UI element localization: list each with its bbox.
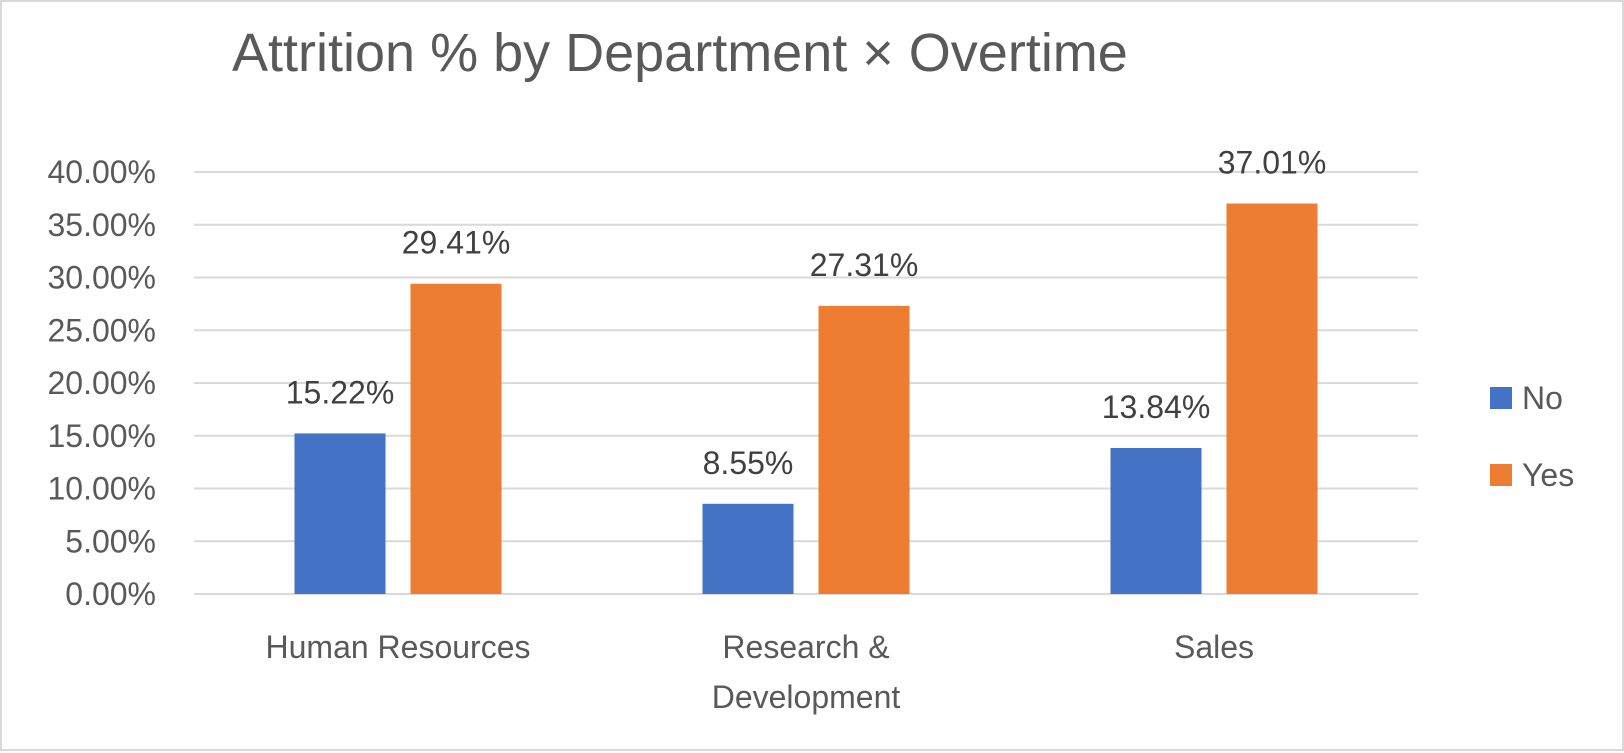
x-category-label: Sales: [1174, 629, 1254, 665]
y-tick-label: 15.00%: [47, 418, 156, 454]
data-label: 8.55%: [703, 445, 794, 481]
data-label: 37.01%: [1218, 145, 1327, 181]
data-label: 13.84%: [1102, 389, 1211, 425]
bar-yes-2: [1226, 203, 1318, 594]
legend: No Yes: [1490, 380, 1574, 493]
legend-swatch-yes: [1490, 464, 1512, 486]
y-tick-label: 10.00%: [47, 471, 156, 507]
data-label: 27.31%: [810, 247, 919, 283]
y-tick-label: 25.00%: [47, 312, 156, 348]
chart-title: Attrition % by Department × Overtime: [232, 23, 1128, 83]
x-category-label: Research &: [722, 629, 889, 665]
gridlines: [194, 171, 1418, 595]
data-label: 15.22%: [286, 374, 395, 410]
y-tick-label: 0.00%: [65, 576, 156, 612]
bar-yes-0: [410, 283, 502, 594]
bar-no-2: [1110, 447, 1202, 594]
x-axis-categories: Human Resources Research & Development Sale…: [266, 629, 1255, 715]
legend-label-yes: Yes: [1522, 457, 1574, 493]
legend-swatch-no: [1490, 387, 1512, 409]
y-tick-label: 40.00%: [47, 154, 156, 190]
y-tick-label: 30.00%: [47, 260, 156, 296]
y-tick-label: 20.00%: [47, 365, 156, 401]
x-category-label: Human Resources: [266, 629, 531, 665]
y-tick-label: 35.00%: [47, 207, 156, 243]
data-labels: 15.22% 29.41% 8.55% 27.31% 13.84% 37.01%: [286, 145, 1327, 481]
bar-no-1: [702, 503, 794, 594]
bar-yes-1: [818, 305, 910, 594]
legend-label-no: No: [1522, 380, 1563, 416]
y-axis-ticks: 0.00% 5.00% 10.00% 15.00% 20.00% 25.00% 30.00%…: [47, 154, 156, 612]
bars: [294, 203, 1318, 594]
y-tick-label: 5.00%: [65, 523, 156, 559]
bar-no-0: [294, 433, 386, 594]
x-category-label: Development: [712, 679, 901, 715]
data-label: 29.41%: [402, 225, 511, 261]
